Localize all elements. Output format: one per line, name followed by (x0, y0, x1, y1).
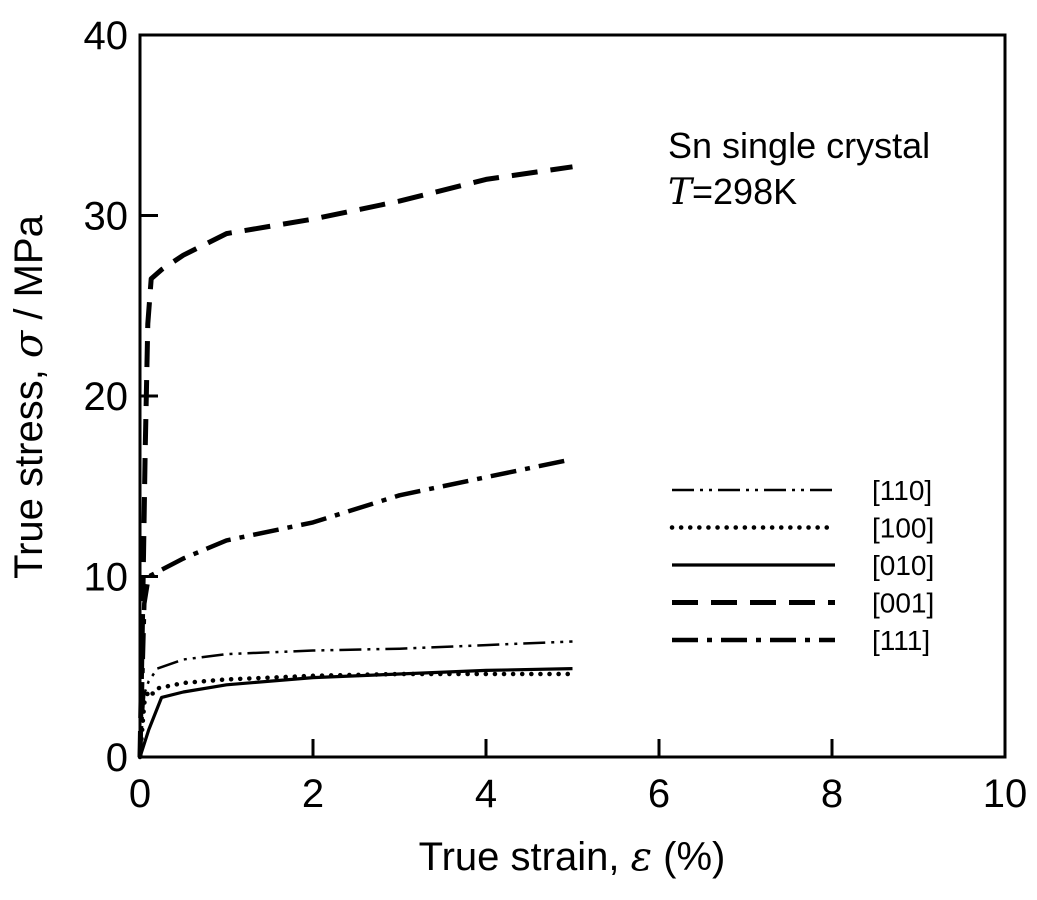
legend-label: [100] (872, 513, 934, 544)
annotation-temperature-symbol: T (668, 172, 695, 213)
y-tick-label: 10 (84, 556, 129, 600)
series-line-100 (137, 671, 575, 760)
x-tick-label: 6 (648, 772, 670, 816)
series-line-110 (138, 640, 573, 758)
legend-label: [110] (872, 475, 932, 506)
legend-label: [111] (872, 625, 930, 656)
annotation-specimen: Sn single crystal (668, 125, 930, 166)
series-line-010 (138, 667, 573, 758)
x-tick-label: 0 (129, 772, 151, 816)
y-tick-label: 40 (84, 14, 129, 58)
x-tick-label: 8 (821, 772, 843, 816)
x-tick-label: 10 (983, 772, 1028, 816)
series-line-001 (137, 164, 573, 758)
y-tick-label: 20 (84, 375, 129, 419)
y-tick-label: 30 (84, 195, 129, 239)
legend-label: [010] (872, 550, 934, 581)
annotation-temperature: T=298K (668, 171, 797, 213)
series-line-111 (137, 456, 573, 758)
x-tick-label: 4 (475, 772, 497, 816)
series-group (137, 164, 575, 760)
legend: [110] [100] [010] [001] [111] (669, 475, 934, 656)
axes-group: 0 2 4 6 8 10 0 10 20 30 40 (84, 14, 1028, 816)
legend-label: [001] (872, 588, 934, 619)
y-tick-label: 0 (106, 736, 128, 780)
y-axis-title: True stress, σ / MPa (6, 214, 52, 578)
annotation-temperature-value: =298K (692, 171, 797, 212)
x-axis-title: True strain, ε (%) (419, 834, 726, 880)
x-tick-label: 2 (302, 772, 324, 816)
